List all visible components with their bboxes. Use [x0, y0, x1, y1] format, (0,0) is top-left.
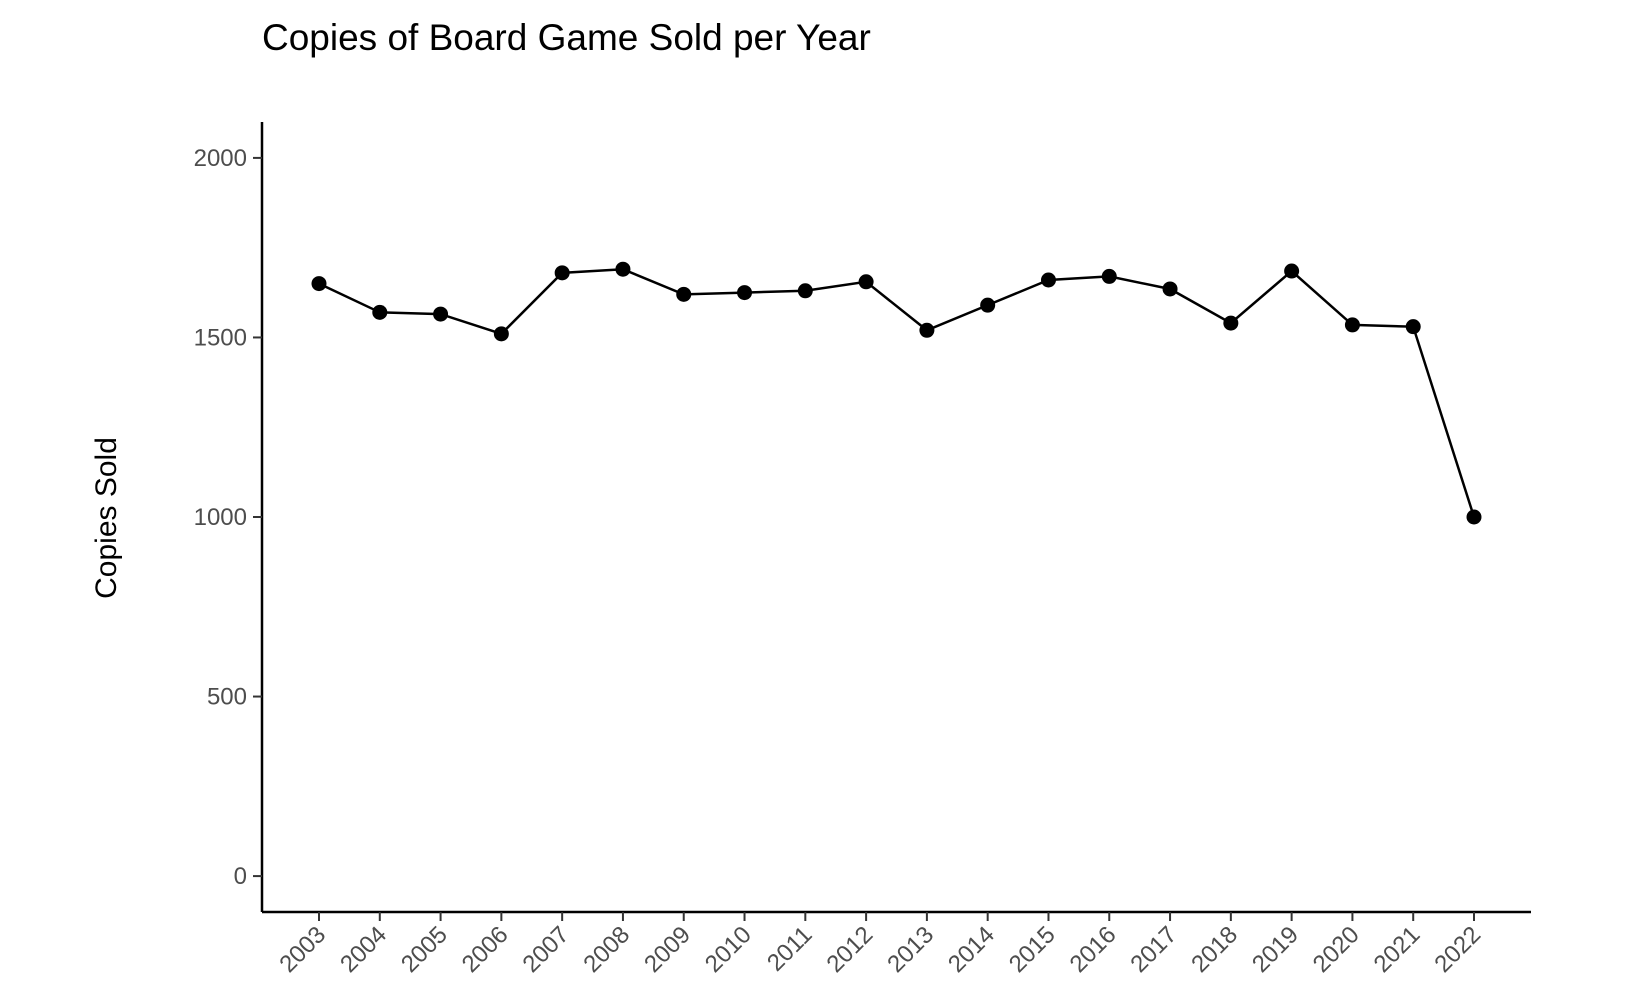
- x-tick-label: 2016: [1065, 921, 1122, 978]
- data-point-2012: [858, 274, 874, 290]
- y-tick-label: 500: [207, 684, 247, 711]
- y-ticks: 0 500 1000 1500 2000: [194, 145, 262, 890]
- data-point-2005: [433, 306, 449, 322]
- data-point-2011: [797, 283, 813, 299]
- x-tick-label: 2006: [457, 921, 514, 978]
- y-tick-label: 0: [234, 863, 247, 890]
- data-point-2022: [1466, 509, 1482, 525]
- y-tick-label: 2000: [194, 145, 247, 172]
- x-tick-label: 2008: [578, 921, 635, 978]
- data-point-2008: [615, 261, 631, 277]
- series: [311, 261, 1482, 525]
- x-tick-label: 2012: [822, 921, 879, 978]
- x-tick-label: 2019: [1247, 921, 1304, 978]
- data-point-2003: [311, 276, 327, 292]
- data-point-2010: [737, 285, 753, 301]
- data-point-2019: [1284, 263, 1300, 279]
- x-tick-label: 2010: [700, 921, 757, 978]
- data-point-2020: [1344, 317, 1360, 333]
- series-points: [311, 261, 1482, 525]
- data-point-2015: [1040, 272, 1056, 288]
- x-tick-label: 2021: [1369, 921, 1426, 978]
- data-point-2004: [372, 304, 388, 320]
- x-tick-label: 2014: [943, 921, 1000, 978]
- x-tick-label: 2022: [1429, 921, 1486, 978]
- y-axis-label: Copies Sold: [90, 437, 123, 599]
- data-point-2014: [980, 297, 996, 313]
- data-point-2016: [1101, 268, 1117, 284]
- x-tick-label: 2015: [1004, 921, 1061, 978]
- x-tick-label: 2007: [518, 921, 575, 978]
- x-tick-label: 2003: [274, 921, 331, 978]
- x-tick-label: 2005: [396, 921, 453, 978]
- x-tick-label: 2017: [1125, 921, 1182, 978]
- x-ticks: 2003 2004 2005 2006 2007 2008 2009 2010 2011 2012…: [274, 912, 1486, 978]
- data-point-2021: [1405, 319, 1421, 335]
- y-tick-label: 1000: [194, 504, 247, 531]
- series-line: [318, 267, 1476, 518]
- x-tick-label: 2018: [1186, 921, 1243, 978]
- data-point-2017: [1162, 281, 1178, 297]
- x-tick-label: 2009: [639, 921, 696, 978]
- x-tick-label: 2004: [335, 921, 392, 978]
- chart-title: Copies of Board Game Sold per Year: [262, 17, 871, 58]
- x-tick-label: 2013: [882, 921, 939, 978]
- data-point-2006: [493, 326, 509, 342]
- y-tick-label: 1500: [194, 324, 247, 351]
- data-point-2013: [919, 322, 935, 338]
- data-point-2007: [554, 265, 570, 281]
- axes: [260, 122, 1531, 914]
- x-tick-label: 2020: [1308, 921, 1365, 978]
- data-point-2009: [676, 286, 692, 302]
- data-point-2018: [1223, 315, 1239, 331]
- x-tick-label: 2011: [762, 921, 818, 977]
